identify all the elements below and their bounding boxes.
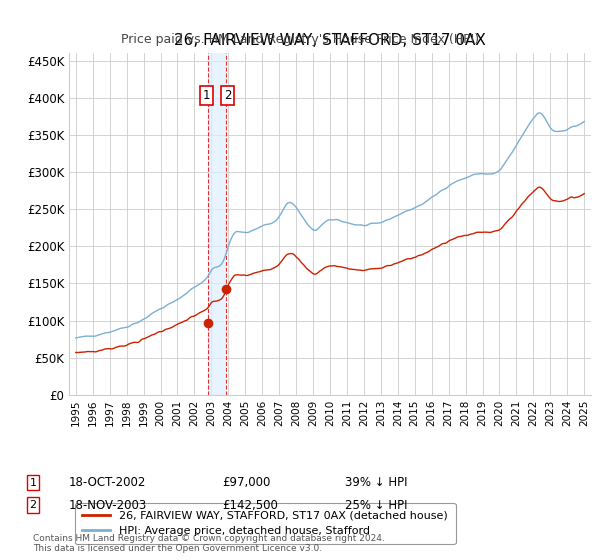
Text: 18-OCT-2002: 18-OCT-2002 [69,476,146,489]
Text: 1: 1 [203,89,210,102]
Text: £142,500: £142,500 [222,498,278,512]
Title: 26, FAIRVIEW WAY, STAFFORD, ST17 0AX: 26, FAIRVIEW WAY, STAFFORD, ST17 0AX [174,33,486,48]
Bar [208,53,226,395]
Text: 2: 2 [224,89,232,102]
Text: 39% ↓ HPI: 39% ↓ HPI [345,476,407,489]
Text: £97,000: £97,000 [222,476,271,489]
Text: 25% ↓ HPI: 25% ↓ HPI [345,498,407,512]
Legend: 26, FAIRVIEW WAY, STAFFORD, ST17 0AX (detached house), HPI: Average price, detac: 26, FAIRVIEW WAY, STAFFORD, ST17 0AX (de… [74,503,455,544]
Text: 18-NOV-2003: 18-NOV-2003 [69,498,147,512]
Text: Contains HM Land Registry data © Crown copyright and database right 2024.
This d: Contains HM Land Registry data © Crown c… [33,534,385,553]
Text: 1: 1 [29,478,37,488]
Text: Price paid vs. HM Land Registry's House Price Index (HPI): Price paid vs. HM Land Registry's House … [121,33,479,46]
Text: 2: 2 [29,500,37,510]
